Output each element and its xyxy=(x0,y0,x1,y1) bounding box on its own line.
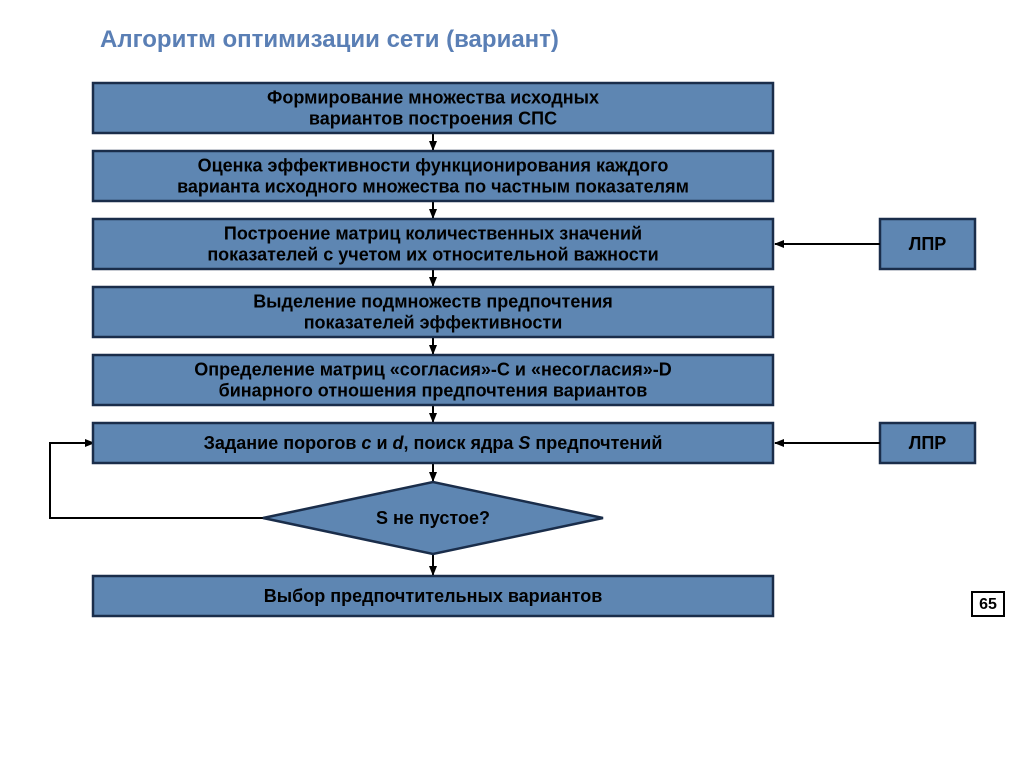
svg-text:Построение матриц количественн: Построение матриц количественных значени… xyxy=(224,223,642,243)
svg-text:вариантов построения СПС: вариантов построения СПС xyxy=(309,108,557,128)
svg-text:Оценка эффективности функциони: Оценка эффективности функционирования ка… xyxy=(198,155,669,175)
svg-text:показателей эффективности: показателей эффективности xyxy=(304,312,563,332)
flow-node-n6: Задание порогов c и d, поиск ядра S пред… xyxy=(93,423,773,463)
svg-text:Задание порогов c и d, поиск я: Задание порогов c и d, поиск ядра S пред… xyxy=(204,433,663,453)
svg-text:Формирование множества исходны: Формирование множества исходных xyxy=(267,87,599,107)
svg-text:ЛПР: ЛПР xyxy=(909,433,947,453)
svg-text:ЛПР: ЛПР xyxy=(909,234,947,254)
svg-text:Выделение подмножеств предпочт: Выделение подмножеств предпочтения xyxy=(253,291,613,311)
flow-node-n2: Оценка эффективности функционирования ка… xyxy=(93,151,773,201)
svg-text:показателей с учетом их относи: показателей с учетом их относительной ва… xyxy=(207,244,658,264)
side-node-s2: ЛПР xyxy=(880,423,975,463)
svg-text:бинарного отношения предпочтен: бинарного отношения предпочтения вариант… xyxy=(219,380,648,400)
flow-node-n5: Определение матриц «согласия»-С и «несог… xyxy=(93,355,773,405)
svg-text:65: 65 xyxy=(979,596,997,613)
svg-text:S не пустое?: S не пустое? xyxy=(376,508,490,528)
svg-text:Выбор предпочтительных вариант: Выбор предпочтительных вариантов xyxy=(264,586,603,606)
side-node-s1: ЛПР xyxy=(880,219,975,269)
svg-text:Определение матриц «согласия»-: Определение матриц «согласия»-С и «несог… xyxy=(194,359,671,379)
page-title: Алгоритм оптимизации сети (вариант) xyxy=(100,26,559,53)
page-number: 65 xyxy=(972,592,1004,616)
flow-node-n8: Выбор предпочтительных вариантов xyxy=(93,576,773,616)
flow-node-n7: S не пустое? xyxy=(263,482,603,554)
flow-node-n1: Формирование множества исходныхвариантов… xyxy=(93,83,773,133)
svg-text:варианта исходного множества п: варианта исходного множества по частным … xyxy=(177,176,689,196)
flow-node-n4: Выделение подмножеств предпочтенияпоказа… xyxy=(93,287,773,337)
flow-node-n3: Построение матриц количественных значени… xyxy=(93,219,773,269)
